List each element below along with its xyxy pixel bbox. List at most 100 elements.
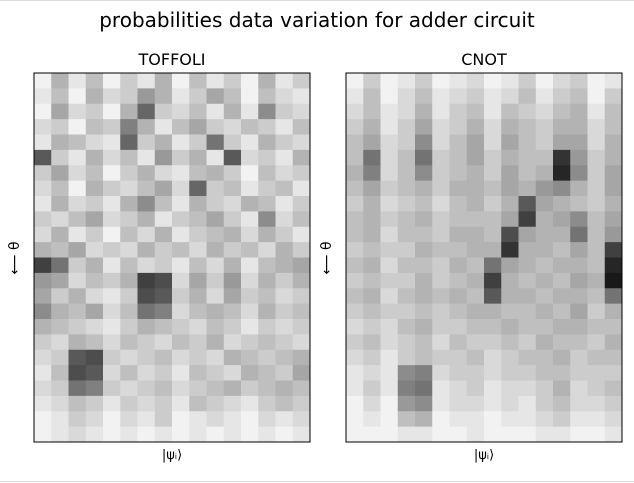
heatmap-cell <box>85 303 104 320</box>
heatmap-cell <box>51 196 69 212</box>
heatmap-cell <box>241 88 259 105</box>
heatmap-cell <box>501 288 519 305</box>
heatmap-cell <box>275 180 294 197</box>
heatmap-cell <box>346 272 364 289</box>
heatmap-cell <box>518 134 537 151</box>
heatmap-cell <box>449 180 468 197</box>
heatmap-cell <box>223 134 242 151</box>
heatmap-cell <box>103 226 121 243</box>
heatmap-cell <box>206 349 225 366</box>
heatmap-cell <box>51 426 69 443</box>
heatmap-cell <box>172 288 190 305</box>
heatmap-cell <box>103 411 121 428</box>
heatmap-cell <box>432 288 450 305</box>
heatmap-cell <box>103 426 121 443</box>
heatmap-cell <box>34 395 52 412</box>
heatmap-cell <box>484 149 502 166</box>
heatmap-cell <box>258 119 276 136</box>
heatmap-cell <box>154 257 173 274</box>
heatmap-cell <box>604 165 623 182</box>
heatmap-cell <box>258 395 276 412</box>
heatmap-cell <box>68 380 87 397</box>
heatmap-cell <box>120 349 138 366</box>
heatmap-cell <box>380 257 399 274</box>
heatmap-cell <box>518 272 537 289</box>
heatmap-cell <box>34 411 52 428</box>
heatmap-cell <box>449 165 468 182</box>
heatmap-cell <box>120 242 138 259</box>
heatmap-cell <box>449 334 468 351</box>
heatmap-cell <box>363 303 381 320</box>
heatmap-cell <box>172 103 190 120</box>
heatmap-cell <box>223 411 242 428</box>
heatmap-cell <box>604 365 623 382</box>
heatmap-cell <box>241 257 259 274</box>
heatmap-cell <box>137 426 156 443</box>
heatmap-cell <box>363 334 381 351</box>
heatmap-cell <box>535 226 554 243</box>
heatmap-cell <box>484 395 502 412</box>
heatmap-cell <box>346 395 364 412</box>
heatmap-cell <box>292 349 311 366</box>
heatmap-cell <box>68 180 87 197</box>
heatmap-cell <box>189 319 207 335</box>
heatmap-cell <box>154 88 173 105</box>
heatmap-cell <box>415 165 433 182</box>
heatmap-cell <box>346 88 364 105</box>
heatmap-cell <box>223 380 242 397</box>
heatmap-cell <box>241 103 259 120</box>
heatmap-cell <box>51 349 69 366</box>
heatmap-cell <box>535 288 554 305</box>
heatmap-cell <box>466 380 485 397</box>
heatmap-cell <box>189 149 207 166</box>
heatmap-cell <box>466 226 485 243</box>
heatmap-cell <box>432 257 450 274</box>
heatmap-cell <box>587 196 606 212</box>
heatmap-cell <box>432 196 450 212</box>
heatmap-cell <box>432 395 450 412</box>
heatmap-cell <box>570 411 588 428</box>
heatmap-cell <box>189 196 207 212</box>
heatmap-cell <box>154 165 173 182</box>
heatmap-cell <box>570 180 588 197</box>
heatmap-cell <box>137 73 156 89</box>
heatmap-cell <box>415 226 433 243</box>
heatmap-cell <box>51 242 69 259</box>
heatmap-cell <box>553 426 571 443</box>
heatmap-cell <box>85 380 104 397</box>
heatmap-cell <box>51 211 69 228</box>
heatmap-cell <box>275 226 294 243</box>
heatmap-cell <box>34 165 52 182</box>
heatmap-cell <box>292 73 311 89</box>
heatmap-cell <box>415 242 433 259</box>
heatmap-cell <box>363 149 381 166</box>
heatmap-cell <box>241 380 259 397</box>
heatmap-cell <box>449 196 468 212</box>
heatmap-cell <box>51 257 69 274</box>
heatmap-cell <box>172 426 190 443</box>
heatmap-cell <box>154 226 173 243</box>
heatmap-cell <box>587 165 606 182</box>
heatmap-cell <box>241 426 259 443</box>
heatmap-cell <box>206 149 225 166</box>
heatmap-cell <box>172 134 190 151</box>
heatmap-cell <box>518 119 537 136</box>
heatmap-cell <box>553 134 571 151</box>
heatmap-cell <box>154 411 173 428</box>
heatmap-cell <box>51 88 69 105</box>
heatmap-cell <box>51 119 69 136</box>
heatmap-cell <box>346 180 364 197</box>
heatmap-cell <box>103 334 121 351</box>
heatmap-cell <box>466 165 485 182</box>
heatmap-cell <box>120 226 138 243</box>
heatmap-cell <box>518 365 537 382</box>
heatmap-cell <box>85 272 104 289</box>
heatmap-cell <box>449 426 468 443</box>
heatmap-cell <box>484 119 502 136</box>
heatmap-cell <box>432 365 450 382</box>
heatmap-cell <box>518 319 537 335</box>
heatmap-cell <box>34 134 52 151</box>
heatmap-cell <box>346 349 364 366</box>
heatmap-cell <box>223 180 242 197</box>
